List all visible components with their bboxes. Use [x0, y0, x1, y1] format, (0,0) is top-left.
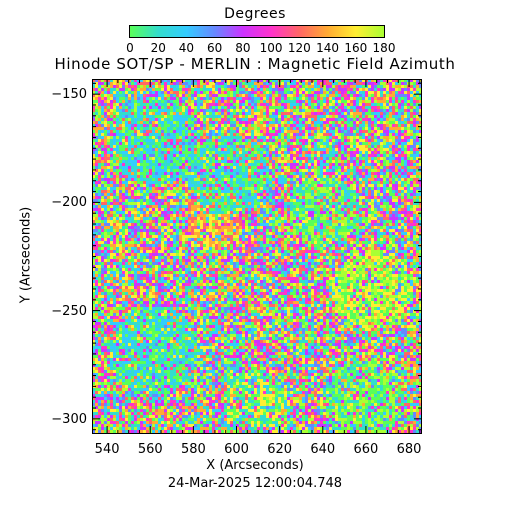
- colorbar-tick-label: 100: [259, 41, 283, 55]
- colorbar-title: Degrees: [224, 6, 286, 22]
- y-tick-label: −300: [51, 411, 87, 427]
- x-tick-label: 600: [224, 442, 249, 457]
- colorbar-tick-label: 20: [150, 41, 166, 55]
- x-tick-label: 640: [310, 442, 336, 457]
- x-tick-label: 540: [94, 442, 120, 457]
- x-tick-label: 660: [353, 442, 379, 457]
- plot-title: Hinode SOT/SP - MERLIN : Magnetic Field …: [54, 55, 456, 73]
- colorbar: [129, 25, 385, 38]
- colorbar-tick-label: 60: [207, 41, 223, 55]
- colorbar-tick-label: 180: [372, 41, 396, 55]
- colorbar-tick-label: 40: [178, 41, 195, 55]
- colorbar-tick-label: 160: [344, 41, 368, 55]
- x-axis-label: X (Arcseconds): [206, 458, 304, 473]
- x-tick-label: 580: [180, 442, 206, 457]
- x-tick-label: 620: [267, 442, 293, 457]
- y-tick-label: −250: [51, 303, 87, 319]
- y-tick-label: −150: [51, 87, 87, 103]
- colorbar-tick-label: 80: [235, 41, 251, 55]
- x-tick-label: 560: [137, 442, 163, 457]
- x-tick-label: 680: [396, 442, 422, 457]
- timestamp: 24-Mar-2025 12:00:04.748: [167, 476, 343, 491]
- colorbar-tick-label: 0: [126, 41, 134, 55]
- colorbar-tick-label: 140: [316, 41, 339, 55]
- azimuth-map-image: [92, 79, 422, 434]
- y-tick-label: −200: [51, 195, 87, 211]
- colorbar-tick-label: 120: [287, 41, 311, 55]
- azimuth-map: [92, 79, 422, 434]
- y-axis-label: Y (Arcseconds): [18, 206, 34, 304]
